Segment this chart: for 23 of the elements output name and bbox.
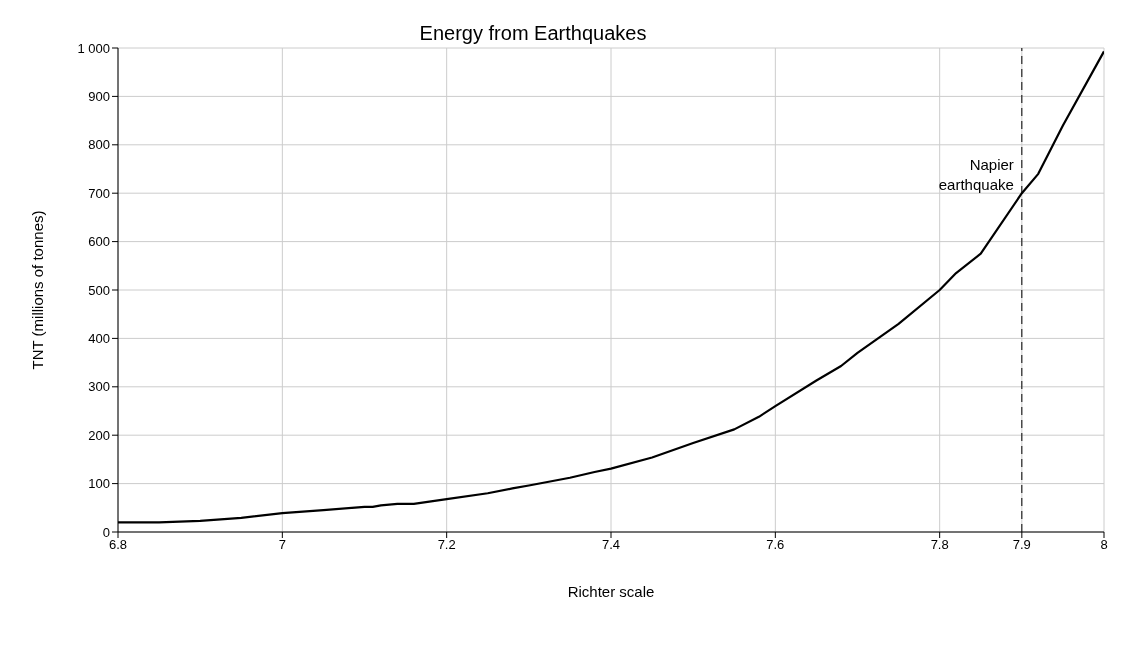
y-tick-label: 100	[88, 476, 110, 492]
y-tick-label: 600	[88, 234, 110, 250]
x-tick-label: 7.8	[930, 537, 949, 553]
y-tick-label: 700	[88, 185, 110, 201]
y-tick-label: 500	[88, 282, 110, 298]
x-tick-label: 7.2	[437, 537, 456, 553]
chart-title: Energy from Earthquakes	[419, 22, 647, 44]
x-tick-label: 7.6	[766, 537, 785, 553]
x-tick-label: 7.4	[601, 537, 621, 553]
y-tick-label: 400	[88, 331, 110, 347]
y-tick-label: 800	[88, 137, 110, 153]
x-tick-label: 8	[1100, 537, 1108, 553]
y-axis-title: TNT (millions of tonnes)	[29, 210, 47, 370]
x-tick-label: 7.9	[1012, 537, 1031, 553]
ref-line-label: Napier earthquake	[938, 156, 1014, 193]
y-tick-label: 900	[88, 89, 110, 105]
x-tick-label: 6.8	[108, 537, 128, 553]
x-tick-label: 7	[278, 537, 286, 553]
y-tick-label: 1 000	[77, 40, 110, 56]
y-tick-label: 300	[88, 379, 110, 395]
x-axis-title: Richter scale	[567, 583, 655, 600]
y-tick-label: 0	[102, 524, 110, 540]
y-tick-label: 200	[88, 427, 110, 443]
